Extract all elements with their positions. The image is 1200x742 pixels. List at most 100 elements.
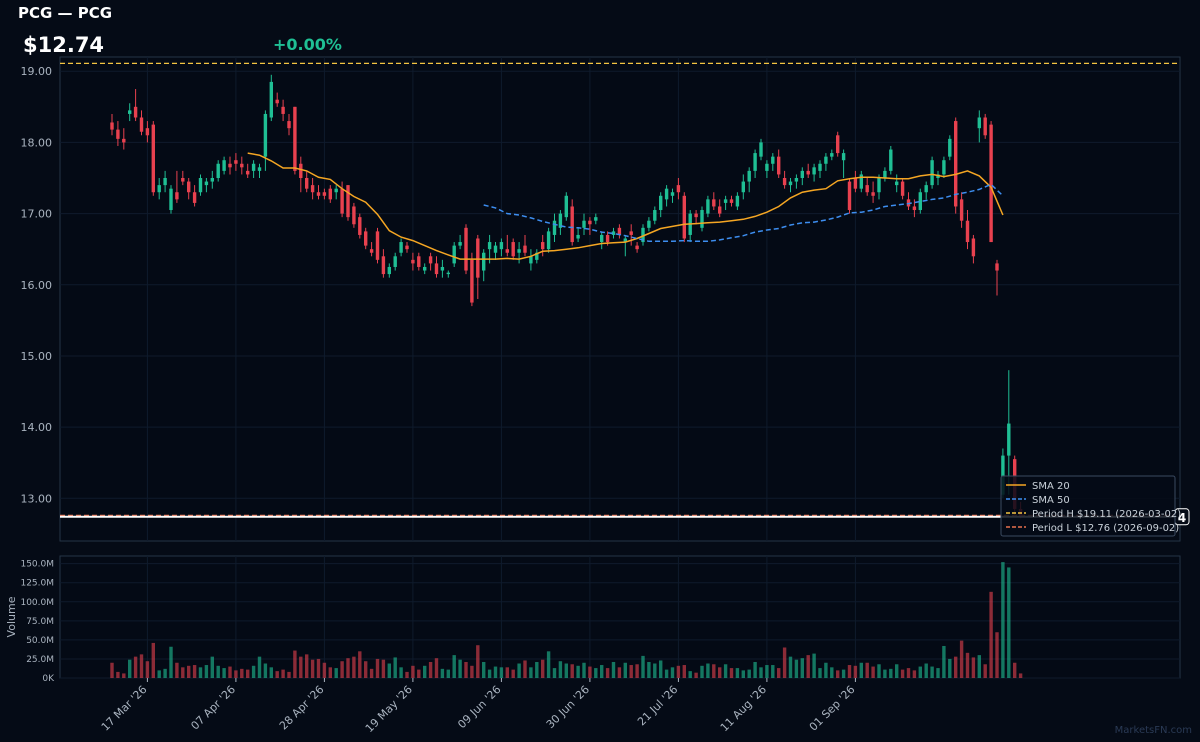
volume-bar [853, 665, 858, 678]
volume-bar [116, 671, 120, 678]
candle-body [316, 192, 321, 196]
candle-body [582, 220, 586, 228]
current-price: $12.74 [23, 33, 105, 57]
candle-body [729, 199, 734, 203]
candle-body [517, 249, 521, 253]
candle-body [157, 185, 161, 193]
candle-body [139, 117, 144, 132]
candle-body [369, 249, 374, 253]
candle-body [228, 163, 232, 168]
candle-body [570, 206, 574, 243]
volume-bar [1013, 662, 1017, 678]
volume-bar [269, 667, 273, 678]
candle-body [900, 181, 905, 196]
volume-bar [723, 664, 728, 678]
candle-body [246, 170, 250, 175]
volume-bar [688, 671, 692, 678]
last-price-badge-text: 4 [1178, 511, 1186, 525]
volume-bar [151, 642, 155, 678]
volume-bar [806, 655, 810, 678]
volume-bar [635, 664, 639, 678]
volume-tick-label: 0K [42, 674, 55, 684]
candle-body [824, 156, 828, 164]
candle-body [954, 121, 958, 207]
volume-bar [794, 659, 799, 678]
volume-bar [251, 665, 256, 678]
volume-bar [275, 671, 279, 678]
volume-bar [659, 660, 663, 678]
candle-body [305, 178, 309, 189]
candle-body [865, 185, 869, 193]
candle-body [482, 252, 486, 271]
legend: SMA 20 SMA 50 Period H $19.11 (2026-03-02)… [1000, 475, 1181, 537]
volume-bar [417, 669, 421, 678]
candle-body [682, 195, 686, 239]
volume-bar [175, 662, 179, 678]
volume-bar [470, 665, 474, 678]
candle-body [322, 192, 327, 196]
candle-body [753, 153, 757, 171]
candle-body [116, 129, 120, 139]
volume-bar [535, 661, 539, 678]
candle-body [942, 160, 946, 175]
legend-label-sma50: SMA 50 [1032, 495, 1070, 506]
volume-bar [405, 671, 409, 678]
volume-bar [523, 660, 527, 678]
volume-bar [281, 669, 285, 678]
volume-bar [204, 665, 209, 678]
candle-body [647, 220, 651, 228]
volume-bar [859, 662, 863, 678]
chart-title: PCG — PCG [18, 4, 113, 22]
y-tick-label: 16.00 [21, 279, 53, 292]
volume-bar [328, 667, 332, 678]
price-change: +0.00% [273, 35, 342, 54]
candle-body [959, 199, 964, 221]
x-tick-label: 01 Sep '26 [807, 683, 858, 734]
candle-body [163, 178, 167, 186]
candle-body [546, 231, 551, 250]
volume-bar [246, 669, 250, 678]
candle-body [187, 181, 191, 193]
volume-bar [228, 666, 232, 678]
candle-body [499, 242, 504, 250]
candle-body [446, 272, 450, 275]
volume-bar [676, 665, 681, 678]
volume-bar [122, 673, 126, 678]
candle-body [293, 106, 297, 171]
volume-bar [971, 657, 976, 678]
volume-bar [747, 669, 751, 678]
volume-bar [753, 661, 757, 678]
volume-bar [900, 669, 905, 678]
volume-bar [458, 659, 462, 678]
candle-body [594, 217, 598, 221]
volume-bar [346, 658, 350, 678]
volume-bar [446, 669, 450, 678]
volume-panel [59, 555, 1181, 679]
candle-body [859, 174, 863, 189]
sma50-line [483, 183, 1004, 243]
candle-body [853, 178, 858, 189]
candle-body [222, 160, 226, 171]
candle-body [358, 217, 362, 235]
x-tick-label: 21 Jul '26 [635, 683, 680, 728]
volume-bar [818, 668, 822, 678]
candle-body [930, 160, 934, 186]
candle-body [812, 167, 816, 175]
volume-bar [942, 645, 946, 678]
candle-body [895, 181, 899, 186]
volume-bar [936, 668, 940, 678]
x-tick-label: 28 Apr '26 [277, 683, 327, 733]
y-tick-label: 15.00 [21, 350, 53, 363]
x-tick-label: 19 May '26 [363, 683, 415, 735]
candle-body [588, 220, 592, 225]
candle-body [487, 242, 492, 250]
volume-bar [210, 656, 214, 678]
volume-bar [1018, 673, 1023, 678]
volume-bar [712, 664, 716, 678]
volume-bar [617, 667, 622, 678]
volume-bar [240, 668, 244, 678]
volume-bar [759, 667, 763, 678]
volume-bar [641, 655, 645, 678]
volume-bar [995, 632, 999, 678]
